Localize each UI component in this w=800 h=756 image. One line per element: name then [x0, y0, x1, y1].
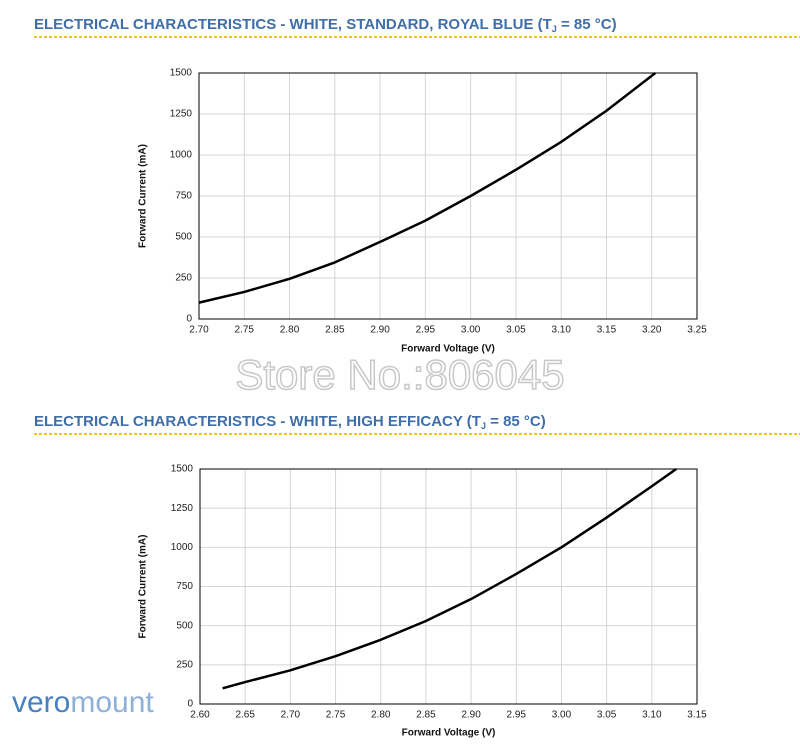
y-tick-label: 1500 [170, 68, 193, 79]
heading-part: ELECTRICAL CHARACTERISTICS - WHITE, HIGH… [34, 413, 481, 430]
x-tick-label: 2.70 [281, 710, 301, 721]
y-tick-label: 1250 [171, 503, 194, 514]
x-tick-label: 2.80 [280, 325, 300, 336]
x-tick-label: 3.00 [552, 710, 572, 721]
x-axis-label: Forward Voltage (V) [401, 344, 495, 355]
y-tick-label: 1000 [171, 542, 194, 553]
x-tick-label: 3.05 [506, 325, 526, 336]
y-tick-label: 500 [175, 232, 192, 243]
x-tick-label: 2.90 [370, 325, 390, 336]
y-tick-label: 500 [176, 620, 193, 631]
y-tick-label: 750 [176, 581, 193, 592]
heading-part: J [481, 421, 486, 431]
x-tick-label: 2.60 [190, 710, 210, 721]
plot-frame [199, 468, 698, 705]
x-tick-label: 3.10 [642, 710, 662, 721]
x-tick-label: 2.75 [235, 325, 255, 336]
x-tick-label: 2.90 [461, 710, 481, 721]
x-tick-label: 2.70 [189, 325, 209, 336]
heading-part: = 85 °C) [557, 16, 617, 33]
section-heading: ELECTRICAL CHARACTERISTICS - WHITE, HIGH… [34, 413, 546, 431]
curve [198, 72, 657, 304]
x-tick-label: 3.10 [551, 325, 571, 336]
x-tick-label: 3.00 [461, 325, 481, 336]
heading-part: = 85 °C) [486, 413, 546, 430]
y-tick-label: 0 [187, 699, 193, 710]
logo-part: mount [70, 686, 154, 719]
heading-part: ELECTRICAL CHARACTERISTICS - WHITE, STAN… [34, 16, 552, 33]
x-tick-label: 2.65 [235, 710, 255, 721]
y-tick-label: 250 [175, 273, 192, 284]
watermark: Store No.:806045 [235, 351, 564, 398]
x-tick-label: 2.95 [416, 325, 436, 336]
y-axis-label: Forward Current (mA) [138, 144, 149, 248]
y-tick-label: 1000 [170, 150, 193, 161]
x-tick-label: 2.85 [325, 325, 345, 336]
y-tick-label: 1250 [170, 109, 193, 120]
y-axis-label: Forward Current (mA) [138, 535, 149, 639]
logo: veromount [12, 686, 154, 719]
y-tick-label: 0 [186, 314, 192, 325]
x-tick-label: 3.15 [597, 325, 617, 336]
x-tick-label: 2.85 [416, 710, 436, 721]
x-tick-label: 3.25 [687, 325, 707, 336]
x-tick-label: 3.20 [642, 325, 662, 336]
y-tick-label: 1500 [171, 464, 194, 475]
x-tick-label: 2.75 [326, 710, 346, 721]
plot-frame [198, 72, 698, 320]
x-tick-label: 2.80 [371, 710, 391, 721]
y-tick-label: 250 [176, 659, 193, 670]
x-tick-label: 2.95 [507, 710, 527, 721]
y-tick-label: 750 [175, 191, 192, 202]
x-tick-label: 3.05 [597, 710, 617, 721]
curve [222, 467, 677, 690]
x-tick-label: 3.15 [687, 710, 707, 721]
heading-part: J [552, 24, 557, 34]
x-axis-label: Forward Voltage (V) [402, 728, 496, 739]
section-heading: ELECTRICAL CHARACTERISTICS - WHITE, STAN… [34, 16, 617, 34]
logo-part: vero [12, 686, 70, 719]
